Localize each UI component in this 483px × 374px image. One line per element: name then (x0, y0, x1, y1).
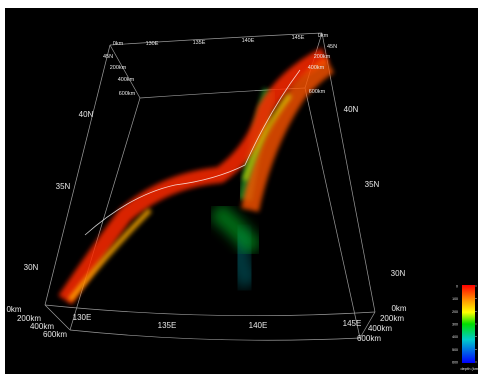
depth-label: 0km (318, 33, 329, 39)
depth-label: 0km (391, 304, 406, 313)
latitude-label: 40N (344, 105, 359, 114)
axis-label: 600km (309, 89, 326, 95)
longitude-label: 130E (146, 41, 159, 47)
axis-label: 400km (308, 65, 325, 71)
depth-label: 0km (6, 305, 21, 314)
latitude-label: 35N (365, 180, 380, 189)
depth-label: 400km (30, 322, 54, 331)
colorbar-tick-label: 300 (452, 323, 458, 327)
colorbar (462, 285, 475, 363)
longitude-label: 135E (193, 40, 206, 46)
colorbar-tick-label: 0 (456, 285, 458, 289)
depth-label: 600km (43, 330, 67, 339)
seismicity-clouds (58, 47, 335, 305)
colorbar-tick-label: 500 (452, 348, 458, 352)
depth-label: 400km (368, 324, 392, 333)
latitude-label: 40N (79, 110, 94, 119)
depth-label: 200km (17, 314, 41, 323)
axis-label: 600km (119, 91, 136, 97)
colorbar-label: depth (km) (460, 366, 480, 371)
colorbar-tick-label: 200 (452, 310, 458, 314)
longitude-label: 140E (242, 38, 255, 44)
axis-label: 200km (110, 65, 127, 71)
latitude-label: 35N (56, 182, 71, 191)
latitude-label: 30N (24, 263, 39, 272)
longitude-label: 145E (292, 35, 305, 41)
latitude-label: 30N (391, 269, 406, 278)
depth-label: 0km (113, 41, 124, 47)
axis-label: 200km (314, 54, 331, 60)
axis-label: 45N (103, 54, 113, 60)
colorbar-tick-label: 400 (452, 335, 458, 339)
longitude-label: 140E (249, 321, 268, 330)
axis-label: 400km (118, 77, 135, 83)
axis-label: 45N (327, 44, 337, 50)
colorbar-tick-label: 100 (452, 297, 458, 301)
longitude-label: 130E (73, 313, 92, 322)
depth-label: 200km (380, 314, 404, 323)
depth-label: 600km (357, 334, 381, 343)
colorbar-tick-label: 600 (452, 361, 458, 365)
longitude-label: 135E (158, 321, 177, 330)
longitude-label: 145E (343, 319, 362, 328)
